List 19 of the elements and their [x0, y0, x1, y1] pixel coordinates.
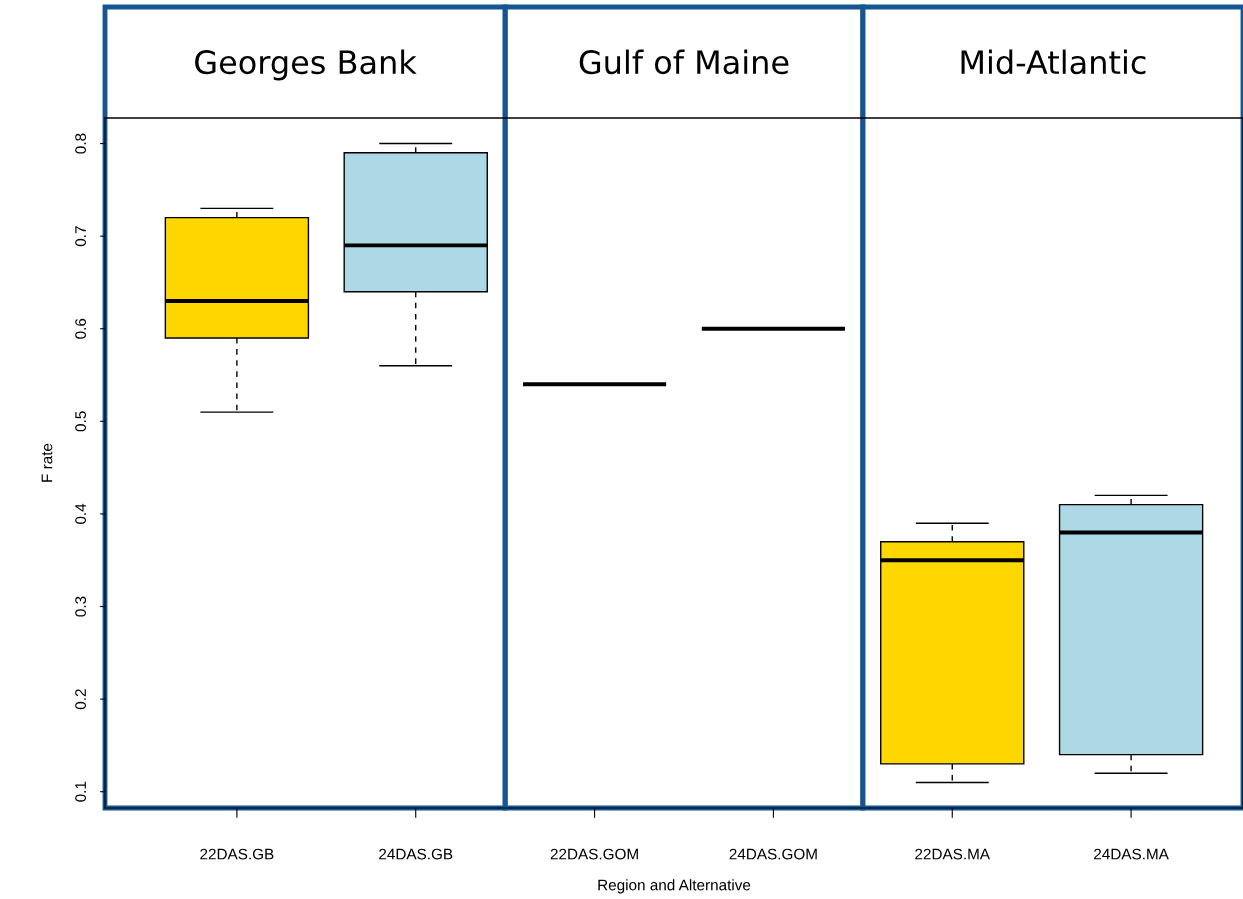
- x-tick-label: 22DAS.GB: [200, 848, 274, 860]
- y-axis-title: F rate: [41, 443, 53, 482]
- y-tick-label: 0.6: [75, 318, 87, 339]
- y-tick-label: 0.5: [75, 411, 87, 432]
- text: Georges Bank: [195, 49, 417, 81]
- text: Gulf of Maine: [579, 49, 789, 75]
- y-tick-label: 0.7: [75, 226, 87, 247]
- text: Mid-Atlantic: [961, 49, 1146, 75]
- y-tick-label: 0.3: [75, 596, 87, 617]
- x-tick-label: 24DAS.GOM: [729, 848, 817, 860]
- y-tick-label: 0.4: [75, 503, 87, 524]
- x-tick-label: 22DAS.GOM: [550, 848, 638, 860]
- x-tick-label: 24DAS.MA: [1094, 848, 1169, 860]
- y-tick-label: 0.2: [75, 689, 87, 710]
- y-tick-label: 0.1: [75, 781, 87, 802]
- x-tick-label: 24DAS.GB: [379, 848, 453, 860]
- y-tick-label: 0.8: [75, 133, 87, 154]
- x-tick-label: 22DAS.MA: [915, 848, 991, 860]
- x-axis-title: Region and Alternative: [598, 879, 751, 894]
